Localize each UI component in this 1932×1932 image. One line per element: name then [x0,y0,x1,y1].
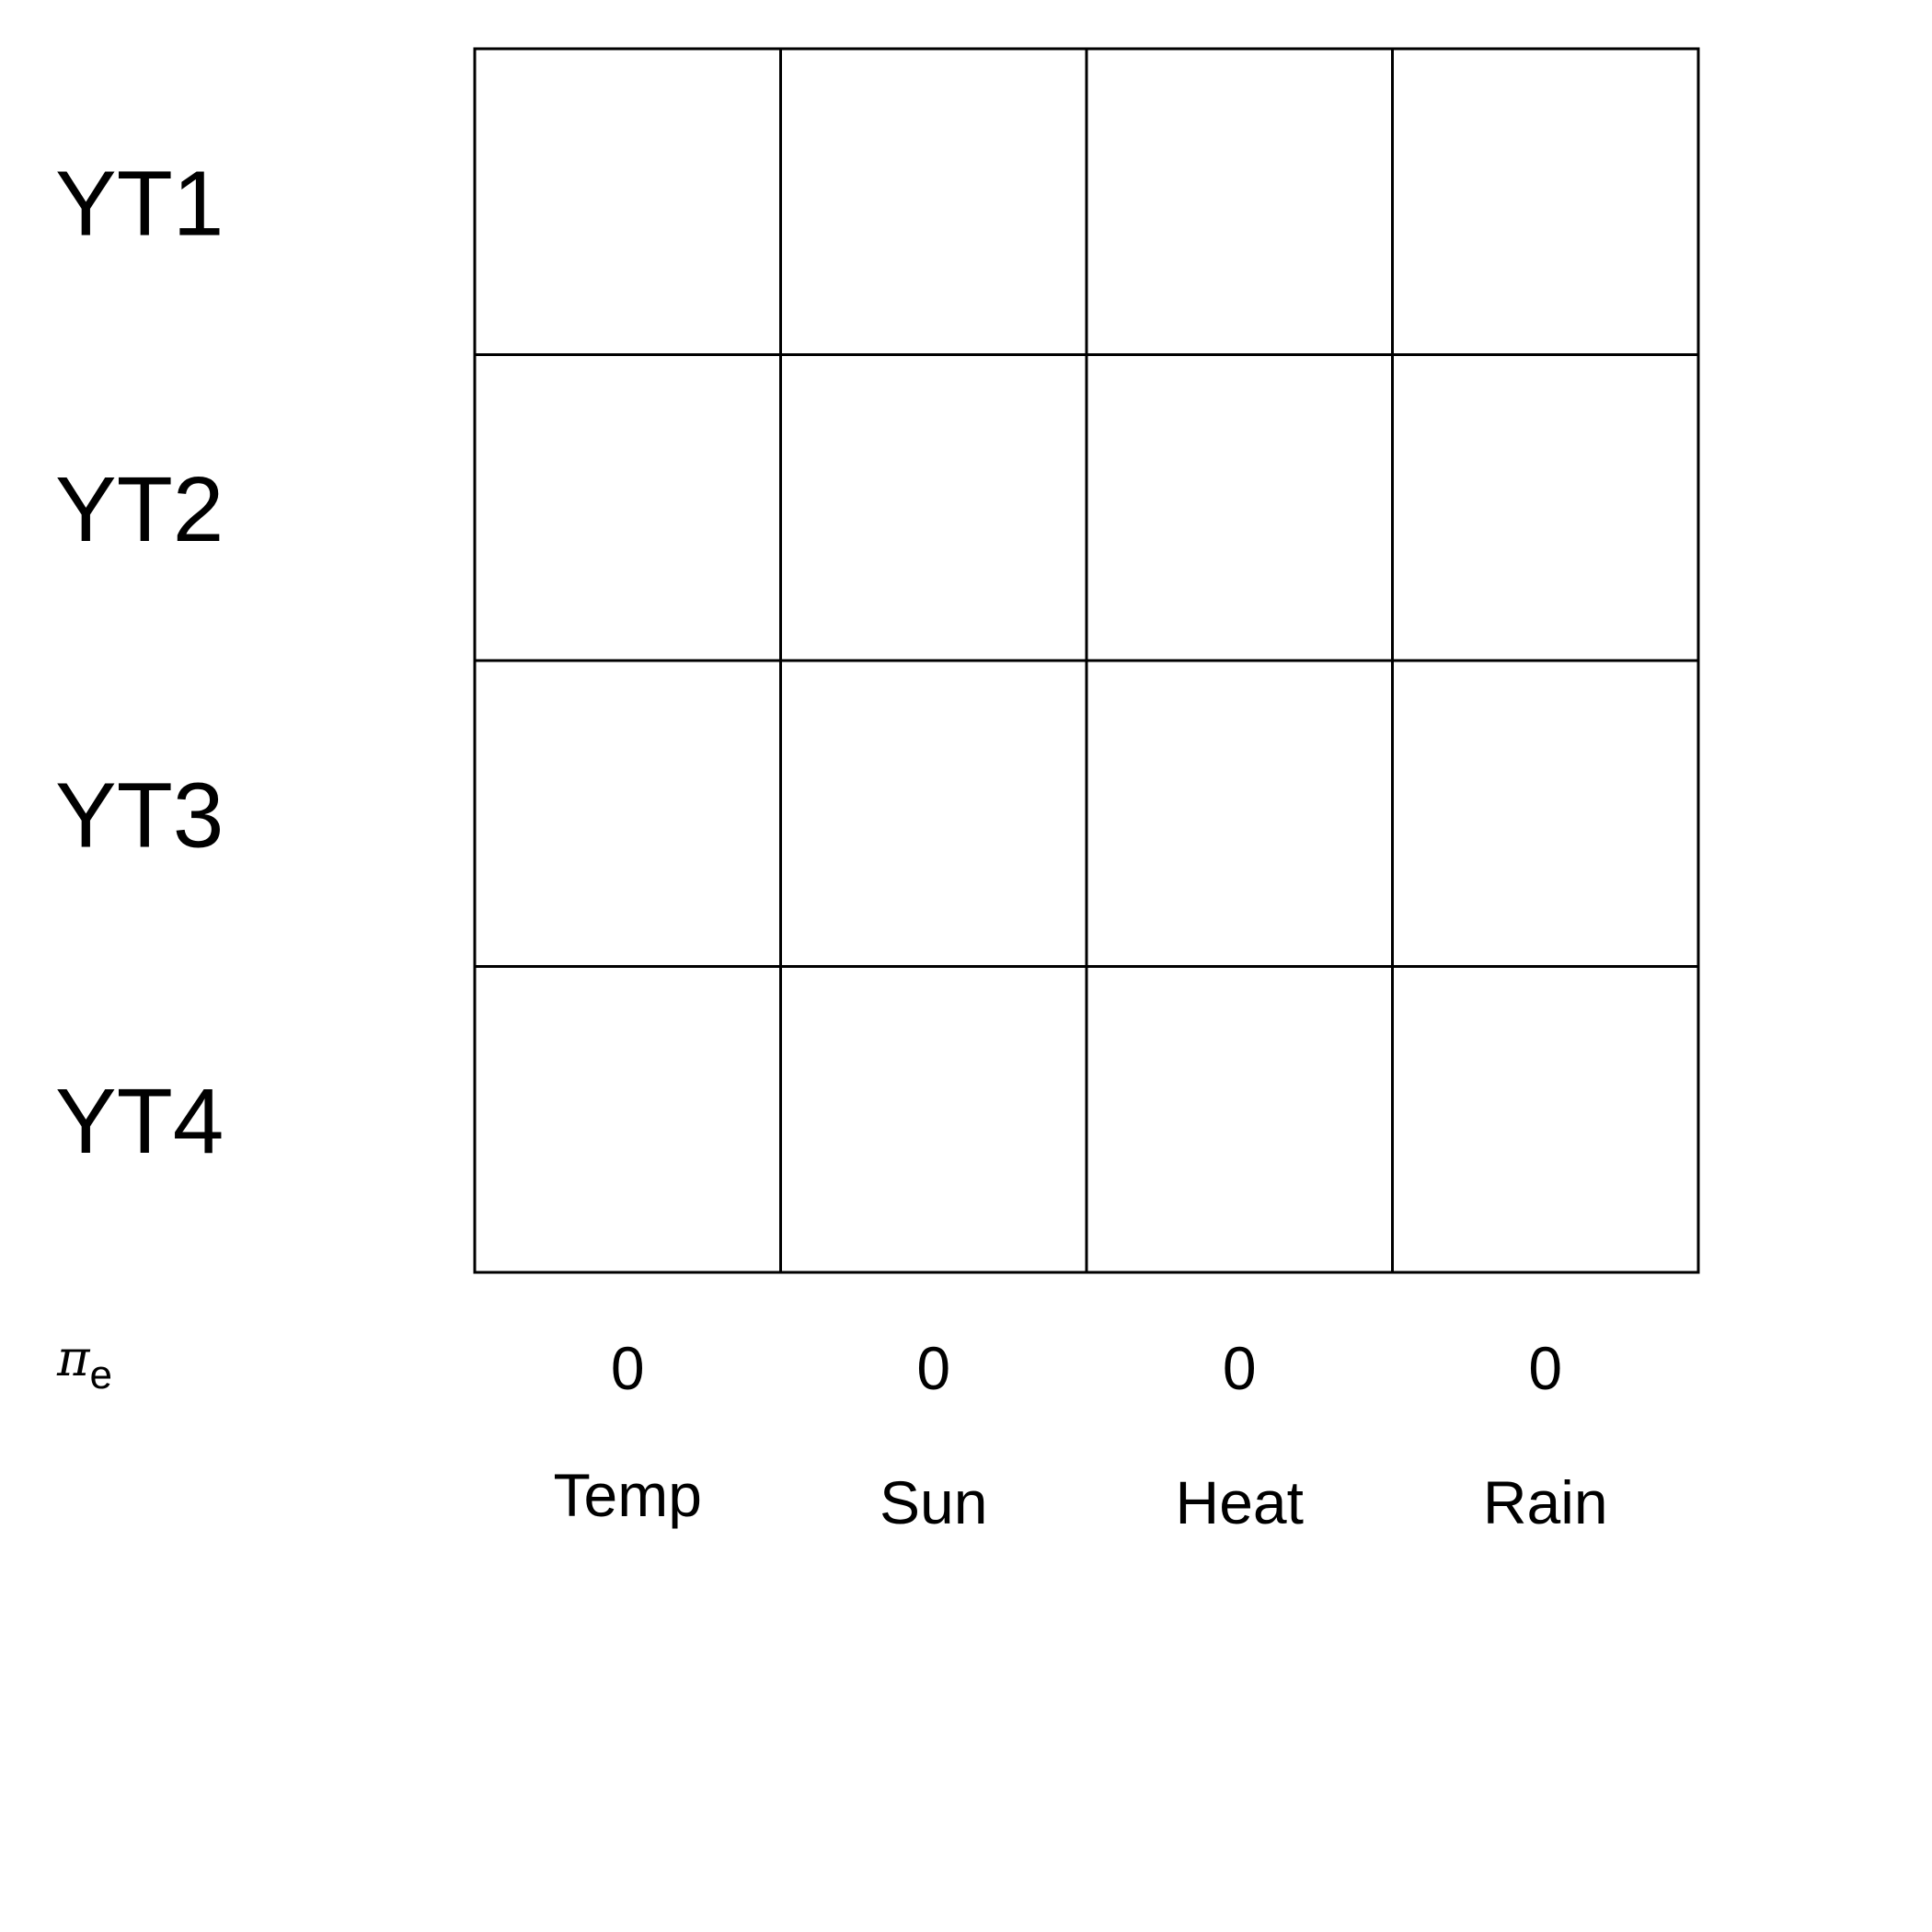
heatmap-cell-yt1-temp [473,47,782,356]
summary-value-temp: 0 [611,1334,645,1402]
heatmap-cell-yt2-rain [1391,353,1700,662]
summary-row-symbol: π [56,1329,91,1387]
row-labels: YT1 YT2 YT3 YT4 [55,152,224,1173]
row-label-yt4: YT4 [55,1070,224,1173]
heatmap-cell-yt1-heat [1085,47,1394,356]
column-labels: Temp Sun Heat Rain [554,1461,1608,1536]
heatmap-cell-yt4-sun [779,965,1088,1274]
summary-value-heat: 0 [1223,1334,1257,1402]
row-label-yt3: YT3 [55,764,224,867]
summary-value-labels: 0 0 0 0 [611,1334,1562,1402]
heatmap-cell-yt4-rain [1391,965,1700,1274]
heatmap-cell-yt2-heat [1085,353,1394,662]
heatmap-cell-yt4-temp [473,965,782,1274]
column-label-heat: Heat [1176,1468,1304,1536]
heatmap-cells [473,47,1700,1274]
heatmap-cell-yt1-sun [779,47,1088,356]
heatmap-cell-yt3-heat [1085,659,1394,968]
heatmap-cell-yt2-temp [473,353,782,662]
column-label-temp: Temp [554,1461,702,1529]
column-label-sun: Sun [880,1468,987,1536]
heatmap-cell-yt2-sun [779,353,1088,662]
heatmap-cell-yt3-rain [1391,659,1700,968]
summary-value-sun: 0 [916,1334,950,1402]
heatmap-cell-yt3-sun [779,659,1088,968]
heatmap-cell-yt1-rain [1391,47,1700,356]
row-label-yt2: YT2 [55,458,224,561]
heatmap-cell-yt3-temp [473,659,782,968]
column-label-rain: Rain [1483,1468,1608,1536]
summary-row-label: πe [56,1329,112,1397]
summary-row-subscript: e [90,1352,112,1397]
row-label-yt1: YT1 [55,152,224,255]
heatmap-cell-yt4-heat [1085,965,1394,1274]
summary-value-rain: 0 [1528,1334,1562,1402]
